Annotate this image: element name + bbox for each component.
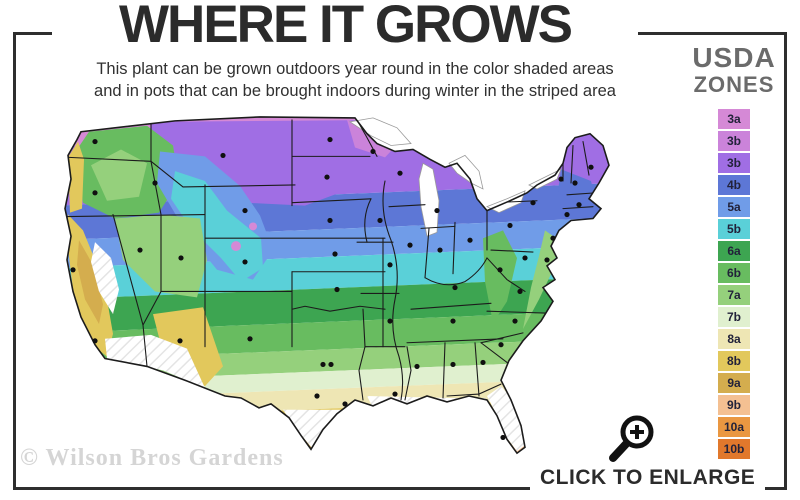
city-dot — [392, 391, 398, 397]
city-dot — [370, 148, 376, 155]
city-dot — [588, 164, 594, 170]
city-dot — [480, 359, 486, 366]
city-dot — [92, 139, 98, 145]
legend-title-line-2: ZONES — [693, 72, 775, 97]
legend-zone-swatch: 8b — [718, 351, 750, 371]
city-dot — [334, 286, 340, 293]
city-dot — [220, 152, 226, 158]
city-dot — [517, 288, 523, 295]
city-dot — [327, 217, 333, 224]
legend-zone-swatch: 3b — [718, 153, 750, 173]
city-dot — [414, 363, 420, 369]
legend-zone-swatch: 10b — [718, 439, 750, 459]
watermark: © Wilson Bros Gardens — [20, 445, 284, 471]
legend-zone-swatch: 5b — [718, 219, 750, 239]
city-dot — [530, 200, 536, 206]
legend-zone-swatch: 8a — [718, 329, 750, 349]
city-dot — [572, 180, 578, 186]
city-dot — [522, 255, 528, 261]
city-dot — [178, 255, 184, 261]
legend-zone-swatch: 10a — [718, 417, 750, 437]
city-dot — [452, 284, 458, 291]
city-dot — [564, 211, 570, 218]
legend-title-line-1: USDA — [692, 42, 776, 73]
city-dot — [397, 170, 403, 176]
city-dot — [450, 361, 456, 368]
legend-zone-swatch: 6b — [718, 263, 750, 283]
city-dot — [387, 318, 393, 324]
city-dot — [450, 318, 456, 324]
city-dot — [70, 267, 76, 273]
us-outline — [64, 116, 610, 455]
legend-zone-list: 3a 3b 3b 4b 5a 5b 6a 6b 7a 7b 8a 8b 9a 9b 10a 10b — [688, 109, 780, 459]
legend-zone-swatch: 3a — [718, 109, 750, 129]
city-dot — [92, 338, 98, 344]
city-dot — [387, 262, 393, 268]
city-dot — [558, 176, 564, 182]
legend-zone-swatch: 6a — [718, 241, 750, 261]
subtitle-line-1: This plant can be grown outdoors year ro… — [96, 60, 614, 78]
city-dot — [550, 235, 556, 241]
legend-zone-swatch: 7a — [718, 285, 750, 305]
page-title: WHERE IT GROWS — [52, 0, 638, 55]
legend-zone-swatch: 4b — [718, 175, 750, 195]
zone-bands — [65, 116, 609, 454]
legend-zone-swatch: 3b — [718, 131, 750, 151]
subtitle-line-2: and in pots that can be brought indoors … — [94, 81, 616, 100]
city-dot — [242, 208, 248, 214]
legend-zone-swatch: 9a — [718, 373, 750, 393]
state-borders — [66, 119, 596, 401]
city-dot — [242, 259, 248, 265]
city-dot — [407, 242, 413, 248]
city-dot — [137, 247, 143, 253]
legend-zone-swatch: 9b — [718, 395, 750, 415]
city-dot — [497, 267, 503, 273]
city-dot — [498, 342, 504, 348]
city-dot — [324, 174, 330, 180]
legend-zone-swatch: 7b — [718, 307, 750, 327]
city-dot — [500, 434, 506, 440]
city-dot — [314, 393, 320, 399]
legend-zone-swatch: 5a — [718, 197, 750, 217]
city-dot — [434, 208, 440, 214]
city-dot — [327, 137, 333, 143]
city-dot — [437, 247, 443, 253]
city-dot — [328, 361, 334, 368]
legend-title: USDA ZONES — [688, 44, 780, 96]
city-dot — [92, 190, 98, 196]
city-dot — [512, 318, 518, 324]
city-dot — [320, 361, 326, 368]
click-to-enlarge-button[interactable]: CLICK TO ENLARGE — [530, 466, 766, 490]
usa-zones-map[interactable] — [55, 112, 665, 467]
usda-zones-legend: USDA ZONES 3a 3b 3b 4b 5a 5b 6a 6b 7a 7b 8a 8b 9a 9b 1… — [688, 44, 780, 461]
city-dot — [152, 180, 158, 186]
subtitle: This plant can be grown outdoors year ro… — [45, 59, 665, 103]
city-dot — [177, 338, 183, 344]
city-dot — [576, 202, 582, 208]
city-dot — [377, 217, 383, 224]
magnifier-icon[interactable] — [606, 410, 662, 466]
city-dot — [332, 251, 338, 257]
city-dot — [507, 222, 513, 228]
city-dots — [70, 137, 594, 440]
city-dot — [467, 237, 473, 243]
city-dot — [544, 257, 550, 263]
city-dot — [342, 401, 348, 407]
city-dot — [247, 336, 253, 342]
